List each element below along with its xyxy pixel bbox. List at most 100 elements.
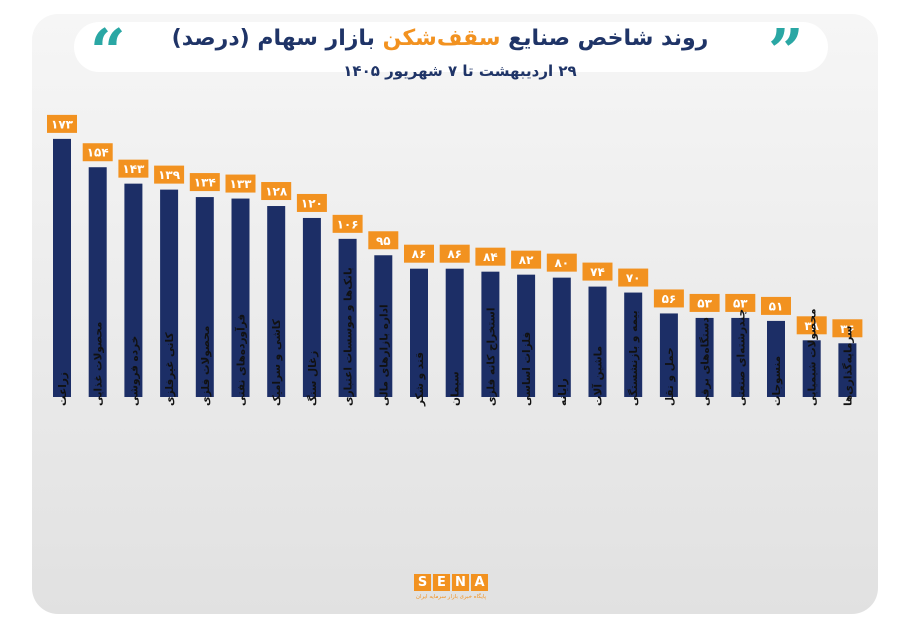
category-label: رایانه xyxy=(557,378,569,406)
bar xyxy=(410,268,428,397)
category-label: اداره بازارهای مالی xyxy=(378,304,390,406)
category-label: استخراج کانه فلزی xyxy=(485,308,497,406)
bar xyxy=(160,189,179,397)
value-label: ۱۳۹ xyxy=(158,168,181,182)
category-label: کانی غیرفلزی xyxy=(164,332,176,406)
bar xyxy=(838,343,857,397)
category-label: دستگاه‌های برقی xyxy=(699,317,712,406)
value-label-bg xyxy=(47,114,77,133)
logo-letter: N xyxy=(452,574,469,591)
category-label: منسوجات xyxy=(771,356,783,406)
category-label: سیمان xyxy=(450,371,462,406)
value-label-bg xyxy=(118,159,149,178)
bar xyxy=(731,317,750,397)
page-subtitle: ۲۹ اردیبهشت تا ۷ شهریور ۱۴۰۵ xyxy=(343,62,577,80)
category-label: فرآورده‌های نفتی xyxy=(235,314,248,406)
bar xyxy=(695,317,714,397)
value-label-bg xyxy=(511,250,542,269)
value-label-bg xyxy=(296,193,327,212)
title-highlight: سقف‌شکن xyxy=(382,26,501,51)
value-label: ۱۲۸ xyxy=(265,185,288,199)
bar xyxy=(374,255,393,397)
value-label-bg xyxy=(618,268,649,287)
logo-letter: S xyxy=(414,574,431,591)
category-label: خرده فروشی xyxy=(128,336,140,406)
category-label: محصولات شیمیایی xyxy=(807,309,819,406)
bar xyxy=(588,286,607,397)
value-label: ۳۸ xyxy=(804,319,819,333)
value-label: ۷۴ xyxy=(590,265,605,279)
bar xyxy=(302,217,321,397)
value-label-bg xyxy=(689,293,720,312)
logo-letters: S E N A xyxy=(408,574,494,591)
bar xyxy=(338,238,357,397)
value-label: ۵۶ xyxy=(662,292,677,306)
bar xyxy=(659,313,678,397)
value-label-bg xyxy=(653,289,684,308)
value-label: ۱۵۴ xyxy=(87,146,109,160)
category-label: حمل و نقل xyxy=(664,347,676,406)
value-label: ۳۶ xyxy=(840,322,855,336)
bar xyxy=(195,197,214,397)
category-label: بانک‌ها و موسسات اعتباری xyxy=(343,267,355,406)
value-label: ۸۶ xyxy=(447,247,462,261)
value-label-bg xyxy=(439,244,470,263)
value-label-bg xyxy=(154,165,185,184)
page-title: روند شاخص صنایع سقف‌شکن بازار سهام (درصد… xyxy=(140,26,740,62)
value-label: ۵۱ xyxy=(769,299,784,313)
bar xyxy=(88,167,107,397)
bar xyxy=(231,198,250,397)
bar xyxy=(481,271,500,397)
value-label-bg xyxy=(332,214,363,233)
category-label: محصولات غذایی xyxy=(93,322,105,406)
title-part1: روند شاخص صنایع xyxy=(500,26,709,51)
logo-tagline: پایگاه خبری بازار سرمایه ایران xyxy=(415,594,487,600)
bar xyxy=(517,274,536,397)
category-label: قند و شکر xyxy=(414,352,426,407)
category-label: کاشی و سرامیک xyxy=(271,318,283,406)
value-label-bg xyxy=(404,244,434,263)
bar xyxy=(267,206,286,397)
bar xyxy=(767,320,785,397)
bar xyxy=(802,340,821,397)
value-label: ۵۳ xyxy=(733,296,748,310)
bar xyxy=(624,292,643,397)
value-label-bg xyxy=(796,316,827,335)
category-label: چندرشته‌ای صنعتی xyxy=(735,309,747,406)
sena-logo: S E N A پایگاه خبری بازار سرمایه ایران xyxy=(408,574,494,614)
value-label: ۱۷۳ xyxy=(51,117,74,131)
value-label: ۱۳۳ xyxy=(230,177,253,191)
value-label: ۸۴ xyxy=(483,250,498,264)
category-label: سرمایه‌گذاری‌ها xyxy=(841,326,854,406)
value-label: ۸۲ xyxy=(519,253,534,267)
value-label: ۷۰ xyxy=(626,271,641,285)
value-label-bg xyxy=(82,143,113,162)
bar xyxy=(53,138,71,397)
value-label-bg xyxy=(189,173,220,192)
title-part2: بازار سهام (درصد) xyxy=(171,26,383,51)
value-label-bg xyxy=(832,319,863,338)
category-label: زراعت xyxy=(57,372,69,406)
value-label: ۱۴۳ xyxy=(122,162,145,176)
value-label: ۹۵ xyxy=(376,234,391,248)
value-label-bg xyxy=(475,247,506,266)
value-label: ۸۰ xyxy=(554,256,569,270)
logo-letter: E xyxy=(433,574,450,591)
value-label: ۱۳۴ xyxy=(194,176,216,190)
value-label-bg xyxy=(225,174,256,193)
category-label: محصولات فلزی xyxy=(200,326,212,406)
bar xyxy=(445,268,464,397)
value-label: ۵۳ xyxy=(697,296,712,310)
value-label-bg xyxy=(725,293,756,312)
value-label: ۱۰۶ xyxy=(337,217,359,231)
bar xyxy=(124,183,143,397)
value-label-bg xyxy=(761,296,791,315)
value-label-bg xyxy=(546,253,577,272)
value-label-bg xyxy=(261,182,292,201)
category-label: بیمه و بازنشستگی xyxy=(627,310,640,406)
value-label-bg xyxy=(582,262,613,281)
bar xyxy=(552,277,571,397)
value-label: ۸۶ xyxy=(412,247,427,261)
value-label: ۱۲۰ xyxy=(301,196,323,210)
